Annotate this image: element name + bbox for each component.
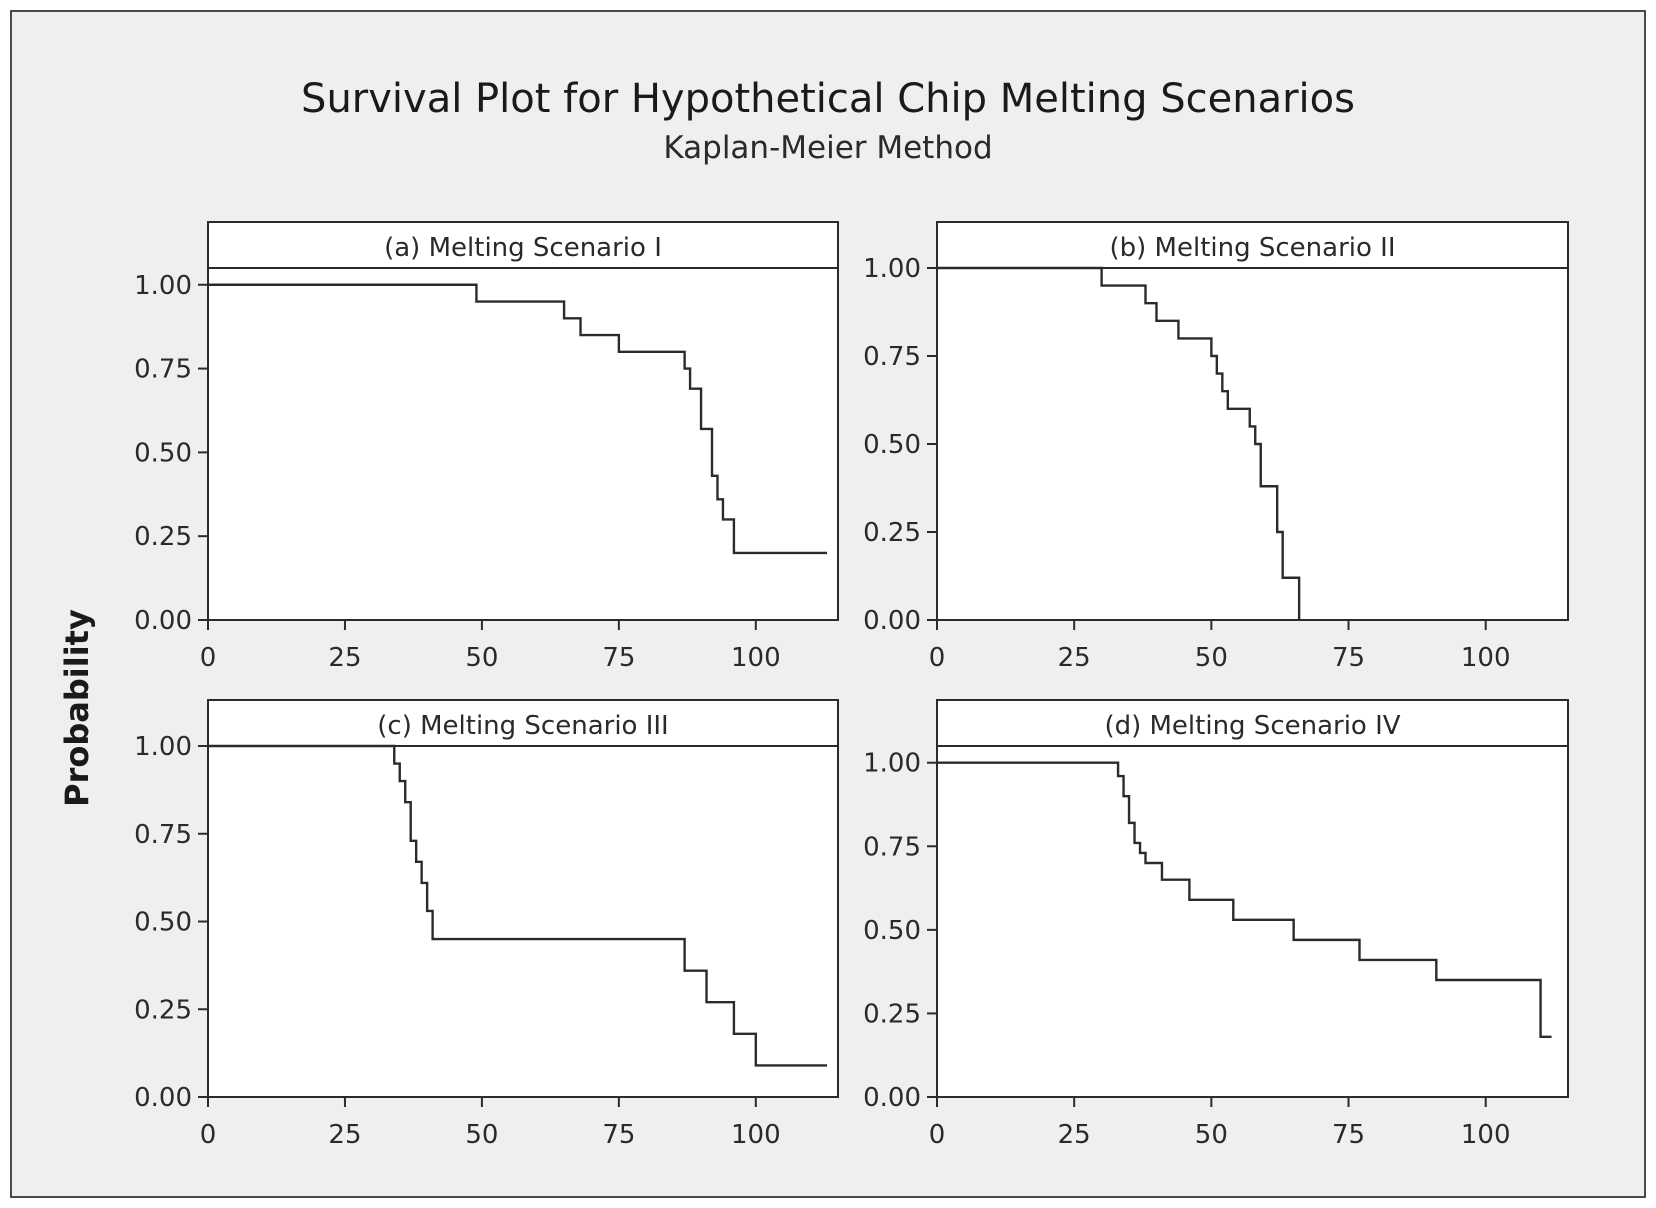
x-tick-label: 75 (1332, 643, 1365, 673)
x-tick-label: 25 (1058, 643, 1091, 673)
y-tick-label: 0.75 (863, 832, 921, 862)
y-tick-label: 1.00 (863, 254, 921, 284)
y-tick-label: 0.25 (863, 999, 921, 1029)
x-tick-label: 100 (1461, 643, 1511, 673)
panel-border (207, 699, 839, 1098)
x-tick-label: 25 (328, 1120, 361, 1150)
panel-border (207, 221, 839, 621)
x-tick-label: 50 (1195, 643, 1228, 673)
survival-curve (208, 283, 828, 555)
panel-2: (b) Melting Scenario II 0.00 0.25 0.50 0.75 1… (863, 221, 1569, 673)
y-tick-label: 0.25 (863, 518, 921, 548)
y-tick-label: 0.75 (134, 820, 192, 850)
y-axis-label: Probability (58, 609, 96, 807)
chart-title: Survival Plot for Hypothetical Chip Melt… (301, 76, 1355, 122)
y-tick-label: 0.50 (863, 430, 921, 460)
survival-curve (208, 744, 828, 1067)
panel-border (936, 699, 1569, 1098)
x-tick-label: 100 (1461, 1120, 1511, 1150)
panel-1: (a) Melting Scenario I 0.00 0.25 0.50 0.75 1.… (134, 221, 839, 673)
survival-curve (937, 266, 1301, 620)
x-tick-label: 50 (465, 1120, 498, 1150)
y-tick-label: 1.00 (134, 271, 192, 301)
panel-title: (c) Melting Scenario III (377, 711, 668, 741)
x-tick-label: 0 (929, 1120, 946, 1150)
panels-group: (a) Melting Scenario I 0.00 0.25 0.50 0.75 1.… (134, 221, 1569, 1150)
panel-border (936, 221, 1569, 621)
x-tick-label: 25 (1058, 1120, 1091, 1150)
y-tick-label: 0.75 (134, 355, 192, 385)
x-tick-label: 0 (200, 1120, 217, 1150)
survival-curve (937, 761, 1552, 1039)
x-tick-label: 50 (465, 643, 498, 673)
panel-title: (a) Melting Scenario I (384, 233, 662, 263)
x-tick-label: 50 (1195, 1120, 1228, 1150)
panel-4: (d) Melting Scenario IV 0.00 0.25 0.50 0.75 1… (863, 699, 1569, 1150)
y-tick-label: 0.75 (863, 342, 921, 372)
y-tick-label: 0.25 (134, 995, 192, 1025)
panel-title: (b) Melting Scenario II (1110, 233, 1396, 263)
y-tick-label: 0.50 (134, 908, 192, 938)
y-tick-label: 0.25 (134, 522, 192, 552)
y-tick-label: 0.50 (134, 438, 192, 468)
y-tick-label: 1.00 (134, 732, 192, 762)
panel-3: (c) Melting Scenario III 0.00 0.25 0.50 0.75… (134, 699, 839, 1150)
x-tick-label: 0 (929, 643, 946, 673)
y-tick-label: 1.00 (863, 749, 921, 779)
y-tick-label: 0.50 (863, 916, 921, 946)
y-tick-label: 0.00 (863, 1083, 921, 1113)
chart-subtitle: Kaplan-Meier Method (663, 130, 992, 166)
x-tick-label: 0 (200, 643, 217, 673)
x-tick-label: 25 (328, 643, 361, 673)
x-tick-label: 75 (1332, 1120, 1365, 1150)
x-tick-label: 75 (602, 643, 635, 673)
y-tick-label: 0.00 (134, 606, 192, 636)
y-tick-label: 0.00 (134, 1083, 192, 1113)
x-tick-label: 100 (731, 1120, 781, 1150)
y-tick-label: 0.00 (863, 606, 921, 636)
panel-title: (d) Melting Scenario IV (1104, 711, 1400, 741)
x-tick-label: 100 (731, 643, 781, 673)
x-tick-label: 75 (602, 1120, 635, 1150)
